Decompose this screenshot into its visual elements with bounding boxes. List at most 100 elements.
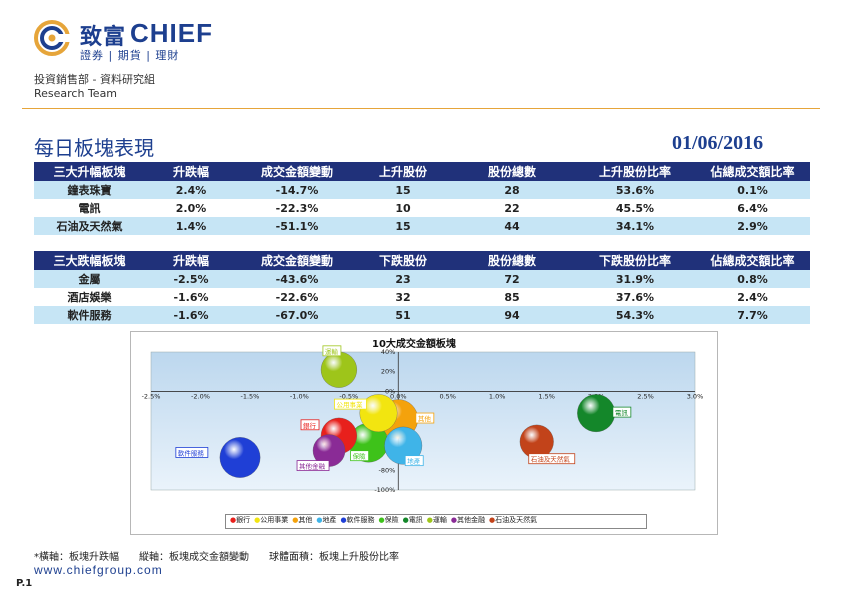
- sector-name: 電訊: [78, 202, 101, 215]
- legend-label: 銀行: [236, 516, 251, 524]
- falling-count: 32: [395, 290, 411, 304]
- legend-label: 公用事業: [260, 516, 289, 524]
- turnover-change: -22.3%: [275, 201, 319, 215]
- legend-item: ●地產: [316, 516, 336, 524]
- sector-name: 軟件服務: [34, 306, 145, 324]
- website-link[interactable]: www.chiefgroup.com: [34, 563, 163, 577]
- change-pct: 2.0%: [175, 201, 207, 215]
- x-tick-label: -2.0%: [191, 392, 210, 400]
- legend-item: ●公用事業: [254, 516, 288, 524]
- table-row: 金屬 -2.5% -43.6% 23 72 31.9% 0.8%: [34, 270, 810, 288]
- falling-count: 23: [357, 270, 449, 288]
- legend-swatch-icon: ●: [340, 516, 347, 524]
- legend-swatch-icon: ●: [450, 516, 457, 524]
- table-header-row: 三大跌幅板塊 升跌幅 成交金額變動 下跌股份 股份總數 下跌股份比率 佔總成交額…: [34, 251, 810, 270]
- total-count: 94: [449, 306, 575, 324]
- column-header: 股份總數: [449, 162, 575, 181]
- legend-label: 地產: [322, 516, 337, 524]
- legend-label: 石油及天然氣: [495, 516, 538, 524]
- report-date: 01/06/2016: [672, 132, 764, 154]
- y-tick-label: -100%: [374, 486, 395, 494]
- change-pct: -1.6%: [145, 306, 237, 324]
- column-header: 佔總成交額比率: [695, 162, 810, 181]
- total-count: 28: [449, 181, 575, 199]
- bubble-label-box: [404, 455, 424, 467]
- falling-ratio: 31.9%: [575, 270, 695, 288]
- x-tick-label: 0.0%: [390, 392, 407, 400]
- change-pct: 1.4%: [145, 217, 237, 235]
- legend-swatch-icon: ●: [316, 516, 323, 524]
- legend-item: ●其他: [292, 516, 312, 524]
- table-header-row: 三大升幅板塊 升跌幅 成交金額變動 上升股份 股份總數 上升股份比率 佔總成交額…: [34, 162, 810, 181]
- bubble-label: 軟件服務: [178, 448, 205, 457]
- sector-name: 鐘表珠寶: [34, 181, 145, 199]
- turnover-share: 2.4%: [737, 290, 768, 304]
- column-header: 股份總數: [449, 251, 575, 270]
- table-row: 電訊 2.0% -22.3% 10 22 45.5% 6.4%: [34, 199, 810, 217]
- chart-footnote: *橫軸：板塊升跌幅 縱軸：板塊成交金額變動 球體面積：板塊上升股份比率: [34, 552, 399, 563]
- total-count: 72: [449, 270, 575, 288]
- y-tick-label: -80%: [378, 466, 395, 474]
- rising-ratio: 53.6%: [575, 181, 695, 199]
- x-tick-label: 1.0%: [489, 392, 506, 400]
- bubble-label-box: [334, 398, 367, 410]
- total-count: 44: [449, 217, 575, 235]
- x-tick-label: 0.5%: [439, 392, 456, 400]
- x-tick-label: -0.5%: [339, 392, 358, 400]
- total-count: 22: [504, 201, 520, 215]
- column-header: 三大跌幅板塊: [34, 251, 145, 270]
- bubble-地產: [384, 426, 423, 465]
- column-header: 上升股份比率: [575, 162, 695, 181]
- bubble-label-box: [528, 453, 576, 465]
- y-tick-label: 0%: [385, 387, 395, 395]
- legend-swatch-icon: ●: [378, 516, 385, 524]
- legend-swatch-icon: ●: [292, 516, 299, 524]
- x-tick-label: 2.5%: [637, 392, 654, 400]
- x-tick-label: -1.0%: [290, 392, 309, 400]
- bubble-chart: -2.5% -2.0% -1.5% -1.0% -0.5% 0.0% 0.5% 1.0% 1.5…: [142, 345, 703, 494]
- chief-logo-icon: [34, 20, 70, 56]
- legend-item: ●保險: [379, 516, 399, 524]
- legend-item: ●運輸: [427, 516, 447, 524]
- legend-item: ●電訊: [403, 516, 423, 524]
- legend-item: ●其他金融: [451, 516, 485, 524]
- legend-item: ●軟件服務: [340, 516, 374, 524]
- turnover-share: 0.1%: [695, 181, 810, 199]
- turnover-change: -22.6%: [275, 290, 319, 304]
- legend-item: ●銀行: [230, 516, 250, 524]
- table-row: 鐘表珠寶 2.4% -14.7% 15 28 53.6% 0.1%: [34, 181, 810, 199]
- legend-swatch-icon: ●: [488, 516, 496, 524]
- x-tick-label: -1.5%: [240, 392, 259, 400]
- turnover-share: 0.8%: [695, 270, 810, 288]
- legend-label: 保險: [384, 516, 399, 524]
- bubble-label: 運輸: [325, 347, 339, 356]
- bubble-label-box: [296, 460, 330, 471]
- y-tick-label: 20%: [381, 368, 395, 376]
- page-number: P.1: [16, 578, 33, 589]
- column-header: 上升股份: [357, 162, 449, 181]
- table-row: 酒店娛樂 -1.6% -22.6% 32 85 37.6% 2.4%: [34, 288, 810, 306]
- sector-name: 金屬: [34, 270, 145, 288]
- bubble-label: 銀行: [303, 421, 317, 430]
- x-tick-label: -2.5%: [142, 392, 161, 400]
- bubble-label: 其他: [418, 414, 432, 423]
- bubble-電訊: [577, 394, 615, 433]
- legend-item: ●石油及天然氣: [489, 516, 537, 524]
- column-header: 佔總成交額比率: [695, 251, 810, 270]
- bubble-label: 地產: [407, 457, 421, 466]
- bubble-運輸: [320, 351, 357, 388]
- falling-count: 51: [357, 306, 449, 324]
- legend-label: 軟件服務: [346, 516, 375, 524]
- bubble-label: 公用事業: [336, 400, 363, 409]
- bottom-sectors-table: 三大跌幅板塊 升跌幅 成交金額變動 下跌股份 股份總數 下跌股份比率 佔總成交額…: [34, 251, 810, 324]
- change-pct: 2.4%: [145, 181, 237, 199]
- legend-swatch-icon: ●: [230, 516, 237, 524]
- department-en: Research Team: [34, 87, 118, 100]
- header-divider: [22, 108, 820, 109]
- legend-label: 運輸: [432, 516, 447, 524]
- sector-name: 酒店娛樂: [67, 291, 112, 304]
- rising-ratio: 34.1%: [575, 217, 695, 235]
- bubble-label-box: [300, 419, 320, 431]
- bubble-label-box: [322, 345, 342, 357]
- falling-ratio: 37.6%: [615, 290, 655, 304]
